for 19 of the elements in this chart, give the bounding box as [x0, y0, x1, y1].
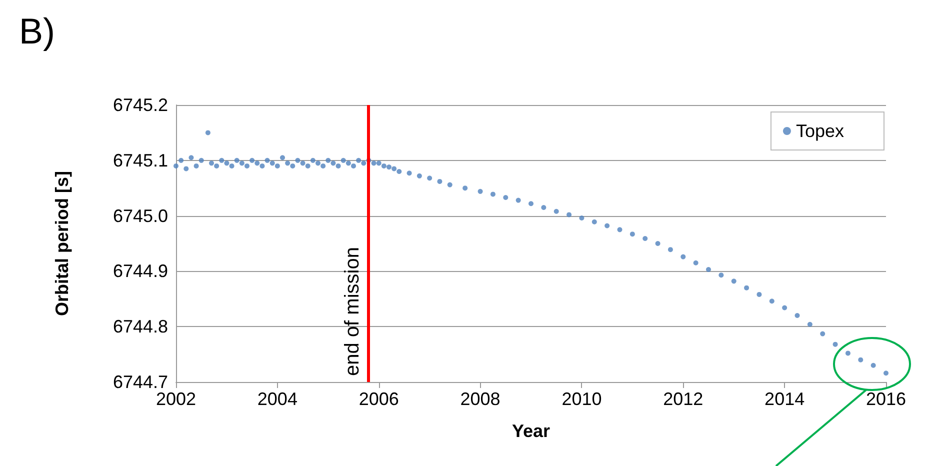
legend-label: Topex [796, 121, 844, 141]
x-axis-title: Year [512, 421, 550, 441]
x-tick-label: 2008 [460, 389, 500, 409]
x-tick-label: 2004 [257, 389, 298, 409]
y-axis-title: Orbital period [s] [52, 170, 72, 316]
ref-line-label: end of mission [342, 247, 364, 376]
y-tick-label: 6744.9 [112, 261, 168, 282]
x-tick-label: 2006 [358, 389, 399, 409]
y-tick-label: 6744.7 [112, 372, 168, 392]
chart-title: B) [19, 10, 55, 52]
x-tick-label: 2012 [663, 389, 704, 409]
x-tick-label: 2016 [866, 389, 906, 409]
x-tick-label: 2010 [562, 389, 602, 409]
x-tick-label: 2002 [156, 389, 196, 409]
y-tick-label: 6745.0 [112, 206, 168, 226]
y-tick-label: 6744.8 [112, 316, 168, 337]
x-tick-label: 2014 [764, 389, 805, 409]
y-tick-label: 6745.2 [112, 95, 168, 115]
y-tick-label: 6745.1 [112, 150, 168, 170]
